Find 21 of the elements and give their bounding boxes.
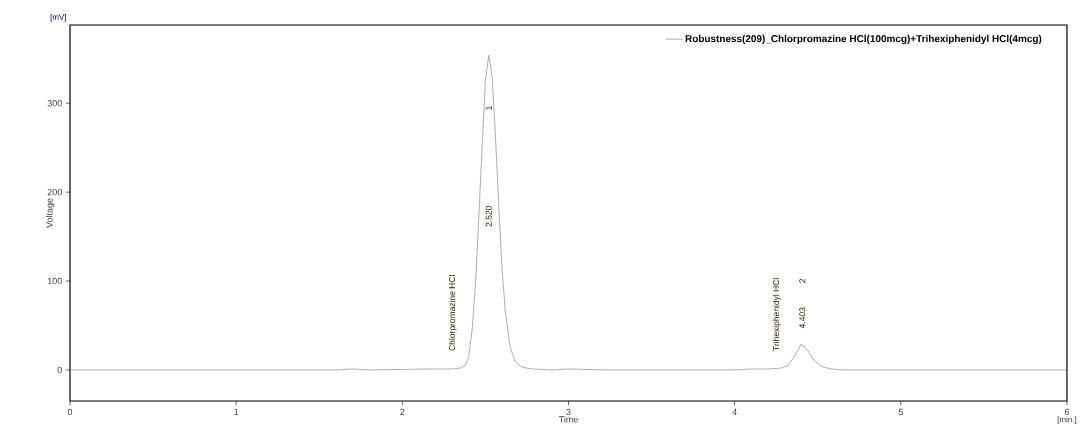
x-tick-label: 1 (234, 408, 239, 415)
y-tick-label: 100 (47, 277, 62, 285)
x-tick-label: 5 (898, 408, 903, 416)
legend-label: Robustness(209)_Chlorpromazine HCl(100mcg)+Trihexiphenidyl HCl(4mcg) (685, 34, 1042, 45)
annotation: Chlorpromazine HCl (448, 275, 457, 351)
y-tick-label: 200 (47, 188, 62, 196)
x-tick-label: 6 (1064, 408, 1070, 416)
y-axis-title: Voltage (46, 198, 55, 228)
x-tick-label: 2 (400, 408, 405, 416)
y-tick-label: 300 (47, 100, 62, 107)
annotation: Trihexiphenidyl HCl (772, 278, 781, 351)
line-series (69, 54, 1068, 371)
x-tick-label: 3 (566, 408, 571, 416)
y-tick-label: 0 (57, 366, 62, 374)
x-tick-label: 0 (67, 408, 73, 416)
annotation: 2.520 (485, 205, 492, 227)
annotation: 2 (799, 278, 806, 283)
x-tick-label: 4 (732, 408, 737, 415)
annotation: 4.403 (799, 307, 806, 329)
x-axis-title: Time (558, 415, 578, 423)
annotation: 1 (485, 105, 492, 110)
